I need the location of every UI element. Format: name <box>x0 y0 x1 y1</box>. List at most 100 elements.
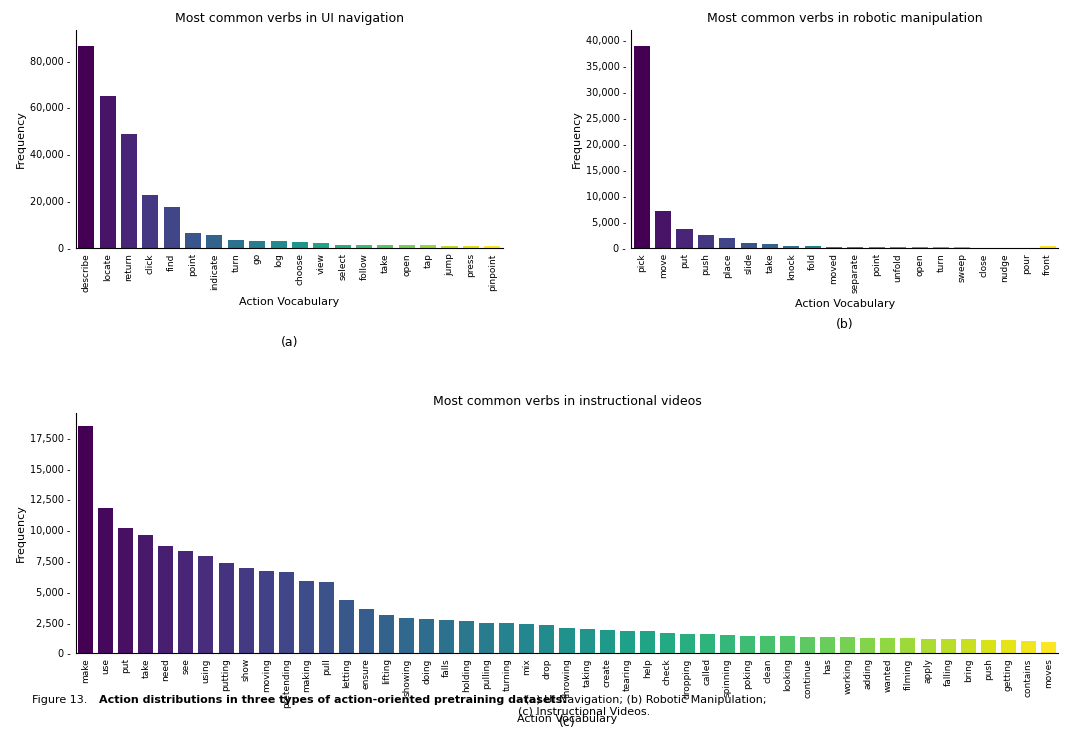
Y-axis label: Frequency: Frequency <box>571 110 581 168</box>
Bar <box>890 247 906 249</box>
Bar <box>740 635 755 653</box>
Bar <box>420 246 436 249</box>
Bar <box>138 535 153 653</box>
Bar <box>559 628 575 653</box>
Bar <box>98 508 113 653</box>
Bar <box>800 637 815 653</box>
Bar <box>901 638 916 653</box>
Bar <box>880 638 895 653</box>
Bar <box>377 245 393 249</box>
Y-axis label: Frequency: Frequency <box>16 110 26 168</box>
Bar <box>634 46 650 249</box>
Bar <box>339 601 354 653</box>
Bar <box>379 615 394 653</box>
Bar <box>639 631 654 653</box>
Bar <box>121 134 137 249</box>
Bar <box>249 241 266 249</box>
Bar <box>762 244 778 249</box>
Bar <box>480 623 495 653</box>
Title: Most common verbs in instructional videos: Most common verbs in instructional video… <box>433 395 701 408</box>
Bar <box>580 629 595 653</box>
Text: (a) UI Navigation; (b) Robotic Manipulation;
(c) Instructional Videos.: (a) UI Navigation; (b) Robotic Manipulat… <box>518 695 767 716</box>
Bar <box>676 229 692 249</box>
Bar <box>239 569 254 653</box>
Bar <box>185 233 201 249</box>
Bar <box>719 238 735 249</box>
Bar <box>656 211 671 249</box>
Bar <box>178 551 193 653</box>
Bar <box>700 635 715 653</box>
Bar <box>741 243 757 249</box>
Bar <box>218 563 233 653</box>
Bar <box>228 240 244 249</box>
Bar <box>826 247 842 249</box>
Bar <box>459 621 474 653</box>
Bar <box>279 572 294 653</box>
Bar <box>99 95 116 249</box>
Bar <box>335 245 351 249</box>
Bar <box>359 609 374 653</box>
Bar <box>356 245 372 249</box>
Bar <box>143 195 159 249</box>
Bar <box>164 207 179 249</box>
Bar <box>620 631 635 653</box>
Bar <box>698 235 714 249</box>
Bar <box>1041 642 1056 653</box>
Bar <box>1021 641 1036 653</box>
Bar <box>499 623 514 653</box>
Bar <box>484 246 500 249</box>
Title: Most common verbs in UI navigation: Most common verbs in UI navigation <box>175 12 404 25</box>
Text: (a): (a) <box>281 336 298 348</box>
Bar <box>299 581 314 653</box>
Bar <box>868 247 885 249</box>
Text: (b): (b) <box>836 318 853 331</box>
Bar <box>912 247 928 249</box>
Bar <box>313 243 329 249</box>
Bar <box>78 426 93 653</box>
Bar <box>861 638 876 653</box>
Text: (c): (c) <box>558 716 576 728</box>
Bar <box>292 242 308 249</box>
Bar <box>442 246 458 249</box>
Bar <box>840 638 855 653</box>
Bar <box>539 625 554 653</box>
Bar <box>399 246 415 249</box>
Bar <box>933 247 949 249</box>
Bar <box>848 247 863 249</box>
Bar <box>1040 246 1056 249</box>
Bar <box>271 241 286 249</box>
Bar <box>519 624 535 653</box>
Bar <box>399 617 414 653</box>
Text: Action distributions in three types of action-oriented pretraining datasets.: Action distributions in three types of a… <box>99 695 567 704</box>
Text: Figure 13.: Figure 13. <box>32 695 95 704</box>
Bar <box>118 528 133 653</box>
Bar <box>660 633 675 653</box>
Bar <box>440 620 455 653</box>
Bar <box>920 638 935 653</box>
Title: Most common verbs in robotic manipulation: Most common verbs in robotic manipulatio… <box>707 12 983 25</box>
Bar <box>780 636 795 653</box>
Bar <box>206 234 222 249</box>
Bar <box>199 556 214 653</box>
X-axis label: Action Vocabulary: Action Vocabulary <box>239 297 339 307</box>
Bar <box>783 246 799 249</box>
X-axis label: Action Vocabulary: Action Vocabulary <box>795 299 895 309</box>
Bar <box>1001 641 1016 653</box>
Bar <box>78 47 94 249</box>
Bar <box>319 582 334 653</box>
Bar <box>720 635 735 653</box>
Bar <box>159 546 174 653</box>
Bar <box>760 636 775 653</box>
Bar <box>955 248 970 249</box>
Bar <box>941 639 956 653</box>
Bar <box>805 246 821 249</box>
Bar <box>960 639 975 653</box>
Y-axis label: Frequency: Frequency <box>16 505 26 562</box>
X-axis label: Action Vocabulary: Action Vocabulary <box>517 713 617 723</box>
Bar <box>820 637 835 653</box>
Bar <box>981 640 996 653</box>
Bar <box>258 571 273 653</box>
Bar <box>419 619 434 653</box>
Bar <box>975 248 991 249</box>
Bar <box>599 630 615 653</box>
